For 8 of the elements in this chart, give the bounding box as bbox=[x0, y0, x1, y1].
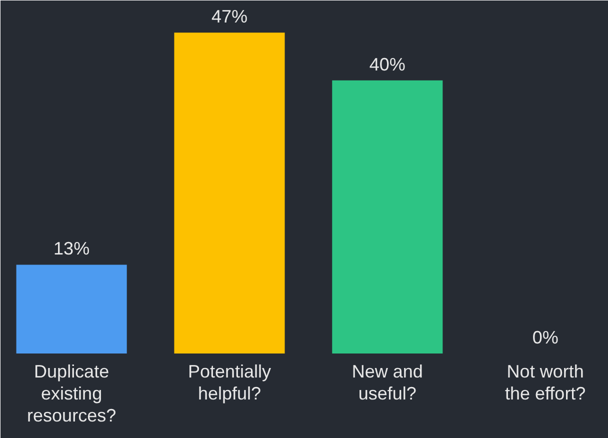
data-label: 47% bbox=[211, 6, 248, 27]
x-tick-label: Duplicate existing resources? bbox=[27, 361, 116, 426]
data-label: 40% bbox=[369, 54, 406, 74]
x-tick-label: Potentially helpful? bbox=[188, 361, 272, 404]
x-tick-label: Not worth the effort? bbox=[504, 361, 586, 404]
data-label: 0% bbox=[532, 327, 558, 348]
data-label: 13% bbox=[54, 238, 90, 259]
x-tick-label: New and useful? bbox=[352, 361, 423, 404]
